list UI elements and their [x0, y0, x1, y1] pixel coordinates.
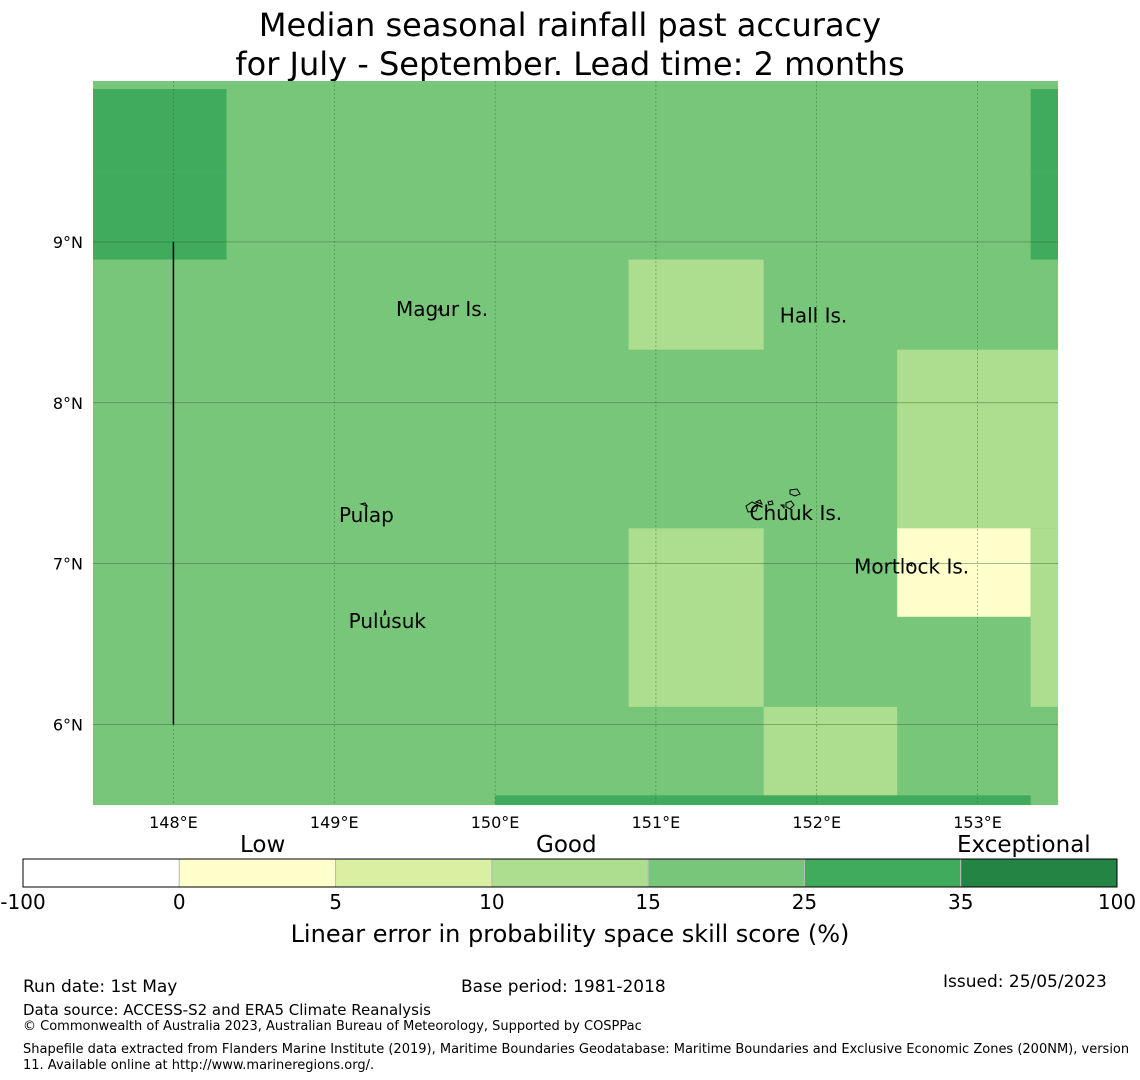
- lon-tick-label: 150°E: [471, 813, 520, 832]
- lat-tick-label: 6°N: [53, 716, 83, 735]
- grid-cell: [93, 89, 227, 172]
- place-label-mortlock-is: Mortlock Is.: [854, 554, 969, 578]
- legend-category-good: Good: [536, 832, 597, 858]
- island-outlines: [359, 304, 913, 616]
- issued-date: Issued: 25/05/2023: [943, 972, 1107, 992]
- base-period: Base period: 1981-2018: [461, 977, 666, 997]
- colorbar-tick-label: 100: [1097, 890, 1137, 914]
- lat-tick-label: 7°N: [53, 555, 83, 574]
- colorbar-bin: [335, 858, 493, 888]
- data-source: Data source: ACCESS-S2 and ERA5 Climate …: [23, 1001, 431, 1019]
- run-date: Run date: 1st May: [23, 977, 178, 997]
- colorbar-tick-label: 0: [172, 890, 186, 914]
- legend-category-low: Low: [240, 832, 286, 858]
- skill-grid: [93, 81, 1058, 805]
- map-title-line-1: Median seasonal rainfall past accuracy: [258, 6, 882, 44]
- colorbar-tick-label: 35: [947, 890, 974, 914]
- island-outline: [905, 562, 913, 567]
- place-label-pulap: Pulap: [339, 503, 394, 527]
- lon-tick-label: 152°E: [792, 813, 841, 832]
- island-outline: [359, 502, 369, 507]
- place-labels: Magur Is. Hall Is. Pulap Chuuk Is. Mortlock …: [339, 297, 969, 633]
- colorbar-bin: [803, 858, 962, 888]
- grid-cell: [763, 706, 898, 796]
- place-label-magur-is: Magur Is.: [396, 297, 488, 321]
- colorbar-tick-label: 15: [635, 890, 661, 914]
- map-title-line-2: for July - September. Lead time: 2 month…: [235, 45, 905, 83]
- island-outline: [437, 304, 443, 311]
- grid-cell: [1030, 171, 1058, 260]
- place-label-pulusuk: Pulusuk: [349, 609, 427, 633]
- island-outline: [789, 488, 801, 497]
- lon-tick-label: 151°E: [632, 813, 681, 832]
- lon-tick-label: 149°E: [310, 813, 359, 832]
- place-label-chuuk-is: Chuuk Is.: [750, 501, 843, 525]
- colorbar-tick-label: 10: [479, 890, 505, 914]
- graticule: [93, 81, 1058, 805]
- colorbar-bin: [22, 858, 180, 888]
- colorbar-bin: [960, 858, 1118, 888]
- island-outline: [785, 500, 795, 510]
- grid-cell: [628, 528, 764, 707]
- place-label-hall-is: Hall Is.: [780, 303, 847, 327]
- colorbar-tick-label: 25: [791, 890, 818, 914]
- grid-cell: [628, 259, 764, 350]
- lon-tick-label: 153°E: [953, 813, 1002, 832]
- grid-cell: [897, 528, 1031, 617]
- colorbar-bin: [178, 858, 337, 888]
- colorbar-title: Linear error in probability space skill …: [290, 920, 850, 948]
- island-outline: [383, 609, 387, 616]
- island-outline: [745, 501, 759, 513]
- grid-cell: [495, 795, 1031, 805]
- lon-tick-label: 148°E: [149, 813, 198, 832]
- grid-cell: [93, 81, 1058, 90]
- colorbar-tick-label: 5: [329, 890, 342, 914]
- lat-tick-label: 8°N: [53, 394, 83, 413]
- copyright-notice: © Commonwealth of Australia 2023, Austra…: [23, 1019, 642, 1034]
- shapefile-credit: Shapefile data extracted from Flanders M…: [23, 1042, 1130, 1073]
- colorbar-tick-label: -100: [0, 890, 46, 914]
- island-outline: [779, 504, 785, 510]
- colorbar-bin: [491, 858, 649, 888]
- colorbar: [22, 858, 1118, 888]
- grid-cell: [1030, 89, 1058, 172]
- grid-cell: [226, 89, 1031, 172]
- colorbar-bin: [647, 858, 805, 888]
- grid-cell: [226, 171, 1031, 260]
- legend-category-exceptional: Exceptional: [957, 832, 1091, 858]
- island-outline: [754, 499, 763, 505]
- island-outline: [767, 500, 774, 506]
- colorbar-frame: [22, 858, 1118, 888]
- grid-cell: [1030, 528, 1058, 707]
- axis-ticks: 148°E 149°E 150°E 151°E 152°E 153°E 9°N 8°N 7°N 6…: [53, 233, 1002, 832]
- lat-tick-label: 9°N: [53, 233, 83, 252]
- grid-cell: [93, 171, 227, 260]
- map-figure: Magur Is. Hall Is. Pulap Chuuk Is. Mortlock …: [53, 81, 1058, 832]
